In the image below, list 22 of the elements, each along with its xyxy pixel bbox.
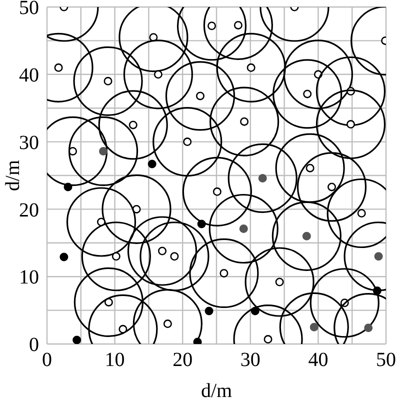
point xyxy=(197,220,206,228)
y-tick-label: 30 xyxy=(19,132,39,154)
point xyxy=(72,336,82,344)
y-tick-label: 50 xyxy=(19,0,39,20)
y-axis-title: d/m xyxy=(2,160,24,192)
x-tick-label: 40 xyxy=(308,349,328,372)
point xyxy=(60,252,68,262)
x-tick-label: 20 xyxy=(172,349,193,372)
point xyxy=(148,160,156,168)
point xyxy=(193,338,202,344)
x-tick-label: 30 xyxy=(240,349,260,372)
y-tick-label: 10 xyxy=(19,266,39,289)
x-tick-label: 10 xyxy=(104,349,125,372)
point xyxy=(372,286,382,296)
point xyxy=(204,306,214,316)
point xyxy=(250,306,260,316)
point xyxy=(64,182,72,192)
y-tick-label: 20 xyxy=(19,199,39,222)
x-tick-label: 50 xyxy=(376,349,396,372)
y-tick-label: 0 xyxy=(29,334,39,356)
x-axis-title: d/m xyxy=(200,380,232,399)
y-tick-label: 40 xyxy=(19,64,39,86)
